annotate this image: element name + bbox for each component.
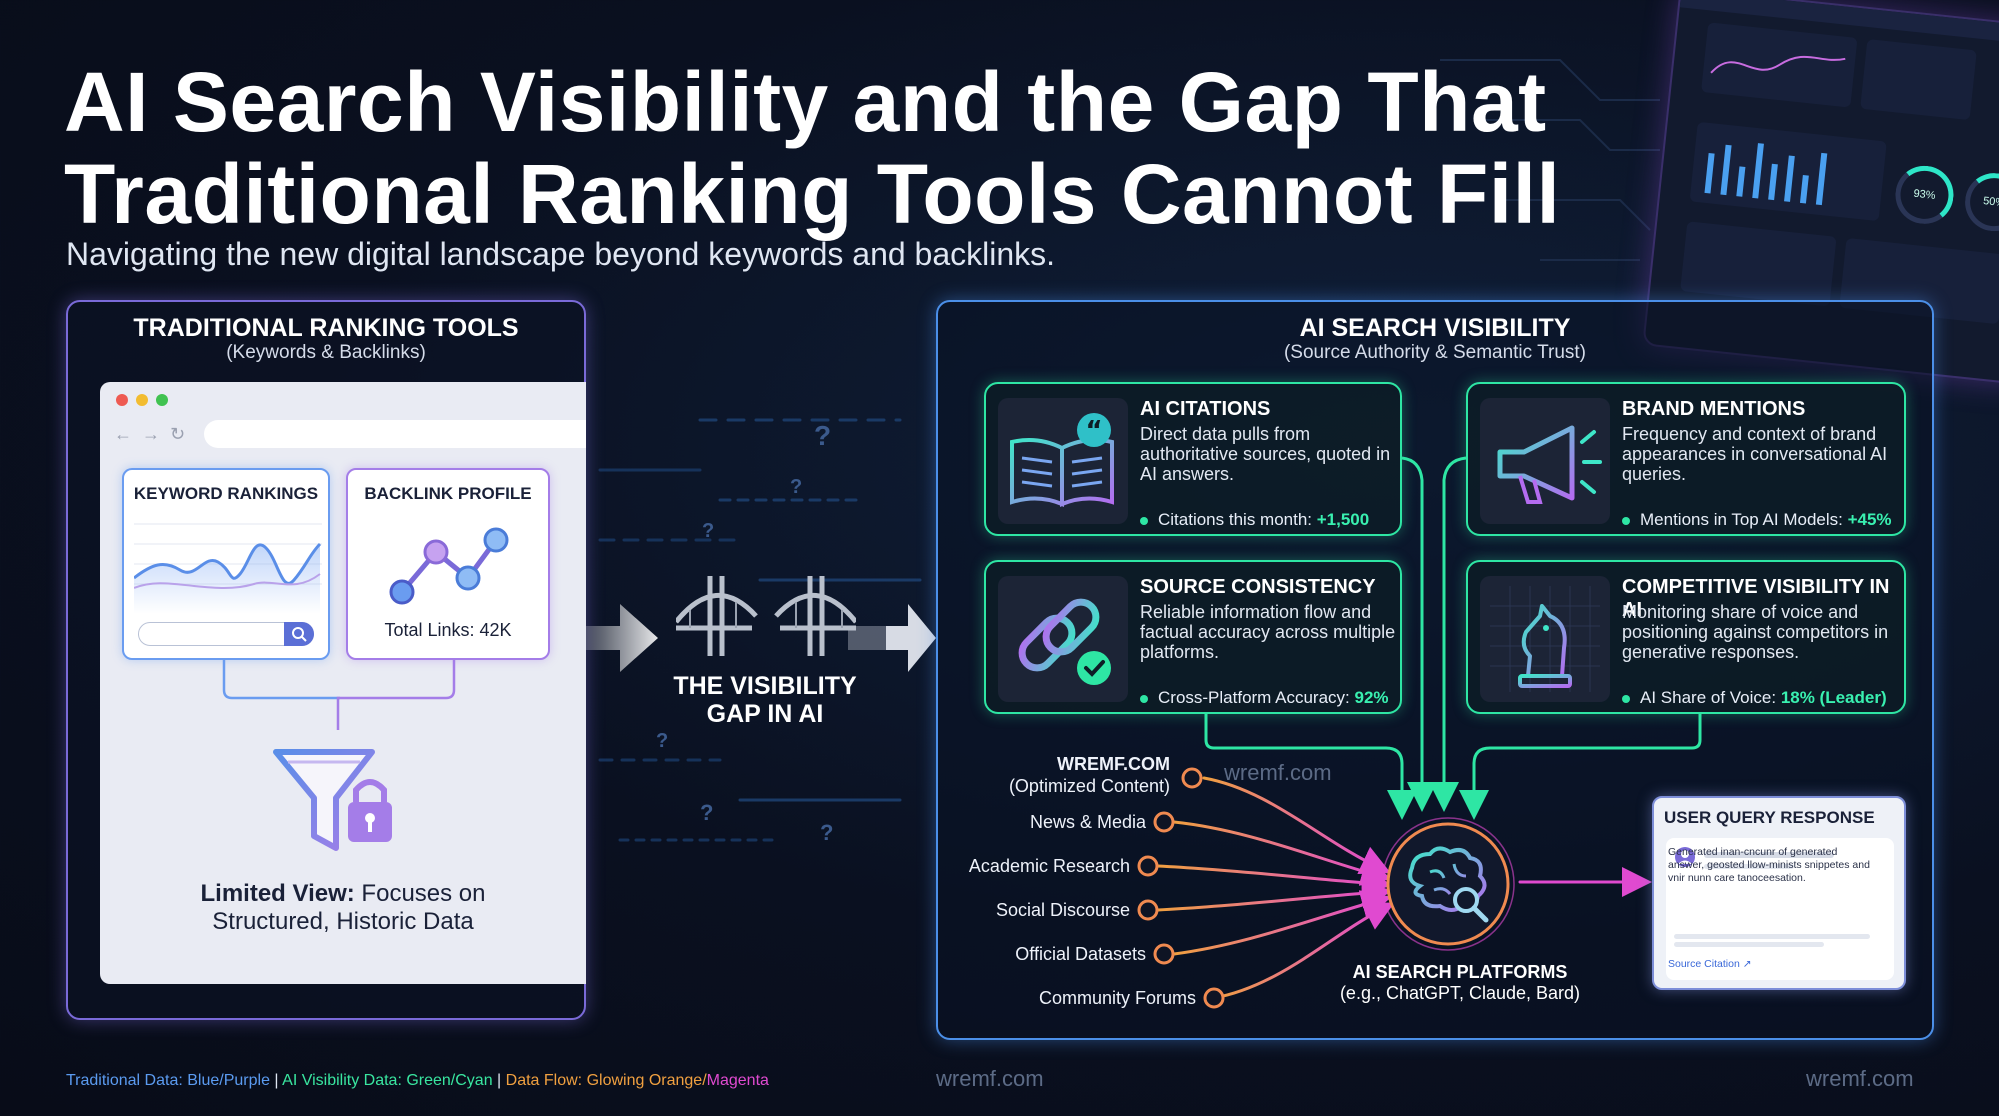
page-title: AI Search Visibility and the Gap That Tr…	[64, 55, 1561, 241]
question-mark-icon: ?	[700, 800, 714, 825]
visibility-gap-line1: THE VISIBILITY	[673, 672, 857, 700]
legend-magenta: Magenta	[706, 1072, 769, 1089]
source-consistency-desc: Reliable information flow and factual ac…	[1140, 602, 1396, 662]
ai-citations-desc: Direct data pulls from authoritative sou…	[1140, 424, 1391, 484]
dashboard-panel	[1701, 22, 1858, 108]
brand-mentions-card: BRAND MENTIONS Frequency and context of …	[1466, 382, 1906, 536]
source-item: Social Discourse	[995, 900, 1130, 920]
legend-ai-visibility: AI Visibility Data: Green/Cyan	[282, 1072, 493, 1089]
watermark: wremf.com	[936, 1066, 1044, 1091]
brand-mentions-metric: Mentions in Top AI Models: +45%	[1622, 510, 1892, 530]
gap-arrows	[586, 604, 936, 672]
external-link-icon: ↗	[1742, 958, 1752, 970]
brand-mentions-title: BRAND MENTIONS	[1622, 398, 1806, 420]
minimize-dot	[136, 394, 148, 406]
ai-citations-card: “ AI CITATIONS Direct data pulls from au…	[984, 382, 1402, 536]
traditional-tools-title: TRADITIONAL RANKING TOOLS	[133, 314, 519, 342]
legend-traditional: Traditional Data: Blue/Purple	[66, 1072, 270, 1089]
brain-search-icon	[1408, 846, 1489, 923]
competitive-visibility-desc: Monitoring share of voice and positionin…	[1622, 602, 1889, 662]
backlink-profile-card: BACKLINK PROFILE Total Links: 42K	[346, 468, 550, 660]
network-nodes-icon	[389, 527, 509, 605]
svg-text:“: “	[1085, 416, 1102, 446]
search-icon	[284, 622, 314, 646]
source-consistency-card: SOURCE CONSISTENCY Reliable information …	[984, 560, 1402, 714]
question-mark-icon: ?	[820, 820, 834, 845]
competitive-visibility-title: COMPETITIVE VISIBILITY IN AI	[1622, 576, 1890, 621]
traditional-tools-subtitle: (Keywords & Backlinks)	[226, 342, 426, 363]
competitive-visibility-card: COMPETITIVE VISIBILITY IN AI Monitoring …	[1466, 560, 1906, 714]
reload-icon: ↻	[170, 424, 196, 444]
arrow-right-icon	[886, 604, 936, 672]
brand-mentions-desc: Frequency and context of brand appearanc…	[1622, 424, 1888, 484]
browser-nav-icons: ←→↻	[114, 424, 195, 445]
back-arrow-icon: ←	[114, 424, 142, 444]
source-item: Official Datasets	[1015, 944, 1146, 964]
chess-knight-icon	[1480, 576, 1610, 702]
source-consistency-metric: Cross-Platform Accuracy: 92%	[1140, 688, 1389, 708]
source-consistency-title: SOURCE CONSISTENCY	[1140, 576, 1376, 598]
backlink-profile-title: BACKLINK PROFILE	[364, 484, 532, 503]
response-text: Generated inan-cncunr of generated answe…	[1668, 846, 1870, 884]
ai-platforms-sub: (e.g., ChatGPT, Claude, Bard)	[1339, 983, 1581, 1003]
ai-platforms-label: AI SEARCH PLATFORMS (e.g., ChatGPT, Clau…	[1310, 962, 1610, 1004]
response-body	[1666, 838, 1894, 980]
forward-arrow-icon: →	[142, 424, 170, 444]
dashboard-mockup: 93% 50%	[1642, 0, 1999, 385]
backlink-total: Total Links: 42K	[384, 620, 512, 640]
limited-view-text: Limited View: Focuses on Structured, His…	[100, 880, 586, 936]
source-item: News & Media	[1029, 812, 1146, 832]
limited-view-rest: Focuses on	[354, 880, 486, 907]
address-bar	[204, 420, 586, 448]
window-controls	[116, 394, 168, 406]
maximize-dot	[156, 394, 168, 406]
chain-link-check-icon	[998, 576, 1128, 702]
dashboard-bars	[1704, 143, 1828, 206]
visibility-gap-line2: GAP IN AI	[706, 700, 824, 728]
arrow-right-icon	[586, 604, 658, 672]
ai-visibility-title: AI SEARCH VISIBILITY	[1299, 314, 1571, 342]
question-mark-icon: ?	[702, 520, 715, 542]
limited-view-line2: Structured, Historic Data	[212, 908, 474, 935]
ai-citations-title: AI CITATIONS	[1140, 398, 1271, 420]
competitive-visibility-metric: AI Share of Voice: 18% (Leader)	[1622, 688, 1887, 708]
source-wremf-sub: (Optimized Content)	[1008, 776, 1170, 796]
legend-data-flow: Data Flow: Glowing Orange/	[505, 1072, 707, 1089]
ai-citations-metric: Citations this month: +1,500	[1140, 510, 1369, 530]
dashboard-panel	[1689, 121, 1887, 222]
watermark: wremf.com	[1224, 760, 1332, 785]
ai-visibility-subtitle: (Source Authority & Semantic Trust)	[1283, 342, 1586, 363]
visibility-gap-label: THE VISIBILITY GAP IN AI	[640, 672, 890, 728]
open-book-quote-icon: “	[998, 398, 1128, 524]
ai-platforms-title: AI SEARCH PLATFORMS	[1352, 962, 1568, 982]
funnel-lock-icon	[273, 749, 392, 851]
keyword-rankings-title: KEYWORD RANKINGS	[133, 484, 319, 503]
user-query-response-title: USER QUERY RESPONSE	[1664, 808, 1875, 827]
question-mark-icon: ?	[790, 476, 803, 498]
source-citation-link[interactable]: Source Citation ↗	[1668, 958, 1752, 970]
megaphone-icon	[1480, 398, 1610, 524]
text-placeholder-lines	[1674, 934, 1870, 947]
page-subtitle: Navigating the new digital landscape bey…	[66, 236, 1056, 272]
watermark: wremf.com	[1806, 1066, 1914, 1091]
question-mark-icon: ?	[814, 420, 832, 451]
limited-view-bold: Limited View:	[200, 880, 355, 907]
dashboard-sparkline	[1710, 55, 1846, 74]
user-query-response-card: USER QUERY RESPONSE Generated inan-cncun…	[1652, 796, 1906, 990]
color-legend: Traditional Data: Blue/Purple | AI Visib…	[66, 1072, 769, 1089]
keyword-line-chart-icon	[134, 523, 322, 614]
source-item: Community Forums	[1038, 988, 1196, 1008]
keyword-search-field	[138, 622, 314, 646]
broken-bridge-icon	[676, 576, 856, 656]
avatar-icon	[1675, 847, 1834, 869]
source-wremf-title: WREMF.COM	[1057, 754, 1170, 774]
question-mark-icon: ?	[656, 730, 669, 752]
funnel-connector	[222, 660, 456, 730]
close-dot	[116, 394, 128, 406]
keyword-rankings-card: KEYWORD RANKINGS	[122, 468, 330, 660]
source-item: Academic Research	[968, 856, 1130, 876]
